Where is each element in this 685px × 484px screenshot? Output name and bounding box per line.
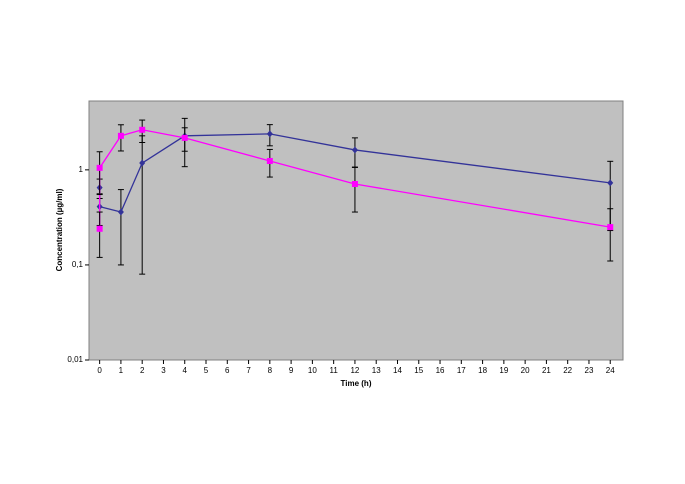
marker [607,179,614,187]
x-tick-label: 10 [308,366,317,375]
x-tick-label: 8 [268,366,273,375]
series-line [98,129,611,229]
x-tick-label: 0 [97,366,102,375]
x-tick-label: 5 [204,366,209,375]
y-tick-label: 1 [79,165,84,174]
x-tick-label: 2 [140,366,145,375]
x-tick-label: 1 [119,366,124,375]
x-tick-label: 19 [499,366,508,375]
x-tick-label: 18 [478,366,487,375]
marker [117,132,124,139]
x-tick-label: 7 [246,366,251,375]
series-line [98,133,611,213]
x-tick-label: 24 [606,366,615,375]
error-bar [607,208,614,262]
x-tick-label: 16 [436,366,445,375]
marker [351,180,358,187]
error-bar [117,189,124,266]
error-bar [96,211,103,258]
x-tick-label: 13 [372,366,381,375]
marker [266,130,273,138]
x-tick-label: 4 [183,366,188,375]
x-tick-label: 9 [289,366,294,375]
marker [117,208,124,216]
y-tick-label: 0,1 [72,260,84,269]
y-axis-label: Concentration (µg/ml) [55,188,64,271]
marker [607,224,614,231]
x-tick-label: 23 [585,366,594,375]
marker [351,146,358,154]
x-tick-label: 3 [161,366,166,375]
marker [181,134,188,141]
plot-area [88,100,624,361]
x-tick-label: 17 [457,366,466,375]
y-tick-label: 0,01 [67,355,83,364]
x-axis-label: Time (h) [341,379,372,388]
error-bar [351,166,358,213]
x-tick-label: 11 [330,366,339,375]
x-tick-label: 21 [542,366,551,375]
marker [139,159,146,167]
marker [96,164,103,171]
x-tick-label: 15 [414,366,423,375]
x-tick-label: 22 [563,366,572,375]
x-tick-label: 6 [225,366,230,375]
marker [139,126,146,133]
x-tick-label: 14 [393,366,402,375]
error-bar [96,151,103,196]
x-tick-label: 20 [521,366,530,375]
marker [96,225,103,232]
marker [266,157,273,164]
x-tick-label: 12 [350,366,359,375]
